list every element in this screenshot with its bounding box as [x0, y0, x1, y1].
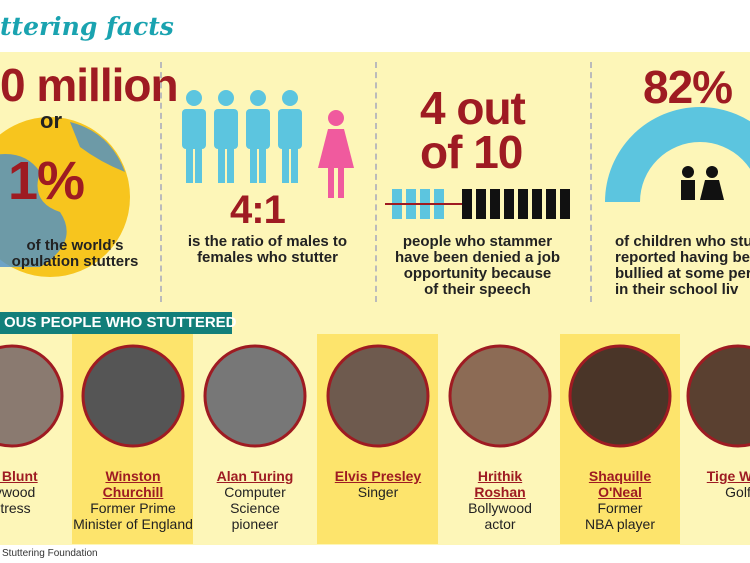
- role-line: Former: [597, 500, 643, 516]
- text-line: opportunity because: [403, 265, 552, 282]
- fact-percent: 1%: [8, 151, 85, 211]
- job-icons: [385, 189, 570, 219]
- fact-caption: is the ratio of males to females who stut…: [180, 234, 355, 266]
- title: ttering facts: [0, 12, 174, 41]
- male-icons: [182, 90, 302, 183]
- fact-figure: 0 million: [0, 59, 179, 111]
- globe-ocean: [0, 154, 67, 267]
- children-icon: [681, 166, 724, 200]
- divider: [375, 62, 377, 302]
- text-line: is the ratio of males to: [187, 233, 348, 250]
- person: Tige WooGolf: [676, 468, 750, 500]
- role-line: Minister of England: [73, 516, 193, 532]
- person-name: ly Blunt: [0, 468, 38, 484]
- person: Alan Turing Computer Science pioneer: [193, 468, 317, 532]
- role-line: NBA player: [584, 516, 656, 532]
- text-line: of their speech: [424, 281, 531, 298]
- portraits: [0, 344, 750, 448]
- person-role: Computer Science pioneer: [193, 484, 317, 532]
- divider: [590, 62, 592, 302]
- text-line: females who stutter: [197, 249, 338, 266]
- person: Elvis Presley Singer: [316, 468, 440, 500]
- person-role: Bollywood actor: [438, 500, 562, 532]
- role-line: Bollywood: [468, 500, 532, 516]
- person-name: Hrithik Roshan: [474, 468, 526, 500]
- female-icon: [318, 110, 354, 198]
- person-role: Former Prime Minister of England: [71, 500, 195, 532]
- fact-figure: 4 out of 10: [420, 82, 526, 178]
- role-line: actor: [484, 516, 516, 532]
- role-line: ctress: [0, 500, 31, 516]
- role-line: Former Prime: [90, 500, 176, 516]
- portrait: [0, 344, 750, 448]
- text-line: in their school liv: [615, 281, 739, 298]
- text-line: people who stammer: [402, 233, 553, 250]
- role-line: Computer: [224, 484, 286, 500]
- person-name: Shaquille O'Neal: [588, 468, 652, 500]
- person-role: Golf: [676, 484, 750, 500]
- text-line: of 10: [420, 126, 523, 178]
- person-name: Elvis Presley: [334, 468, 422, 484]
- text-line: of the world’s: [26, 237, 124, 254]
- fact-caption: people who stammer have been denied a job…: [390, 234, 565, 298]
- fact-connector: or: [40, 108, 62, 133]
- banner: OUS PEOPLE WHO STUTTERED: [0, 312, 237, 334]
- fact-graphics: [0, 90, 750, 277]
- fact-figure: 82%: [643, 61, 733, 113]
- text-line: 4 out: [420, 82, 526, 134]
- divider: [160, 62, 162, 302]
- fact-figure: 4:1: [230, 188, 286, 232]
- person: Shaquille O'Neal Former NBA player: [558, 468, 682, 532]
- fact-caption: of children who stu reported having be bul…: [615, 234, 750, 298]
- text-line: reported having be: [615, 249, 750, 266]
- role-line: Golf: [725, 484, 750, 500]
- role-line: Science: [230, 500, 280, 516]
- text-line: bullied at some per: [615, 265, 750, 282]
- text-line: opulation stutters: [11, 253, 139, 270]
- person: Hrithik Roshan Bollywood actor: [438, 468, 562, 532]
- person-role: Former NBA player: [558, 500, 682, 532]
- text-line: of children who stu: [615, 233, 750, 250]
- person-name: Tige Woo: [706, 468, 750, 484]
- person: Winston Churchill Former Prime Minister of…: [71, 468, 195, 532]
- role-line: Singer: [357, 484, 399, 500]
- globe-ocean: [70, 122, 125, 172]
- role-line: llywood: [0, 484, 36, 500]
- person-role: Singer: [316, 484, 440, 500]
- person-role: llywoodctress: [0, 484, 74, 516]
- footer: Stuttering Foundation: [0, 545, 750, 563]
- text-line: have been denied a job: [394, 249, 561, 266]
- header-bar: [0, 0, 750, 52]
- half-donut: [605, 107, 750, 202]
- person-name: Winston Churchill: [102, 468, 164, 500]
- person-name: Alan Turing: [216, 468, 294, 484]
- person: ly Bluntllywoodctress: [0, 468, 74, 516]
- fact-caption: of the world’s opulation stutters: [0, 238, 150, 270]
- role-line: pioneer: [231, 516, 279, 532]
